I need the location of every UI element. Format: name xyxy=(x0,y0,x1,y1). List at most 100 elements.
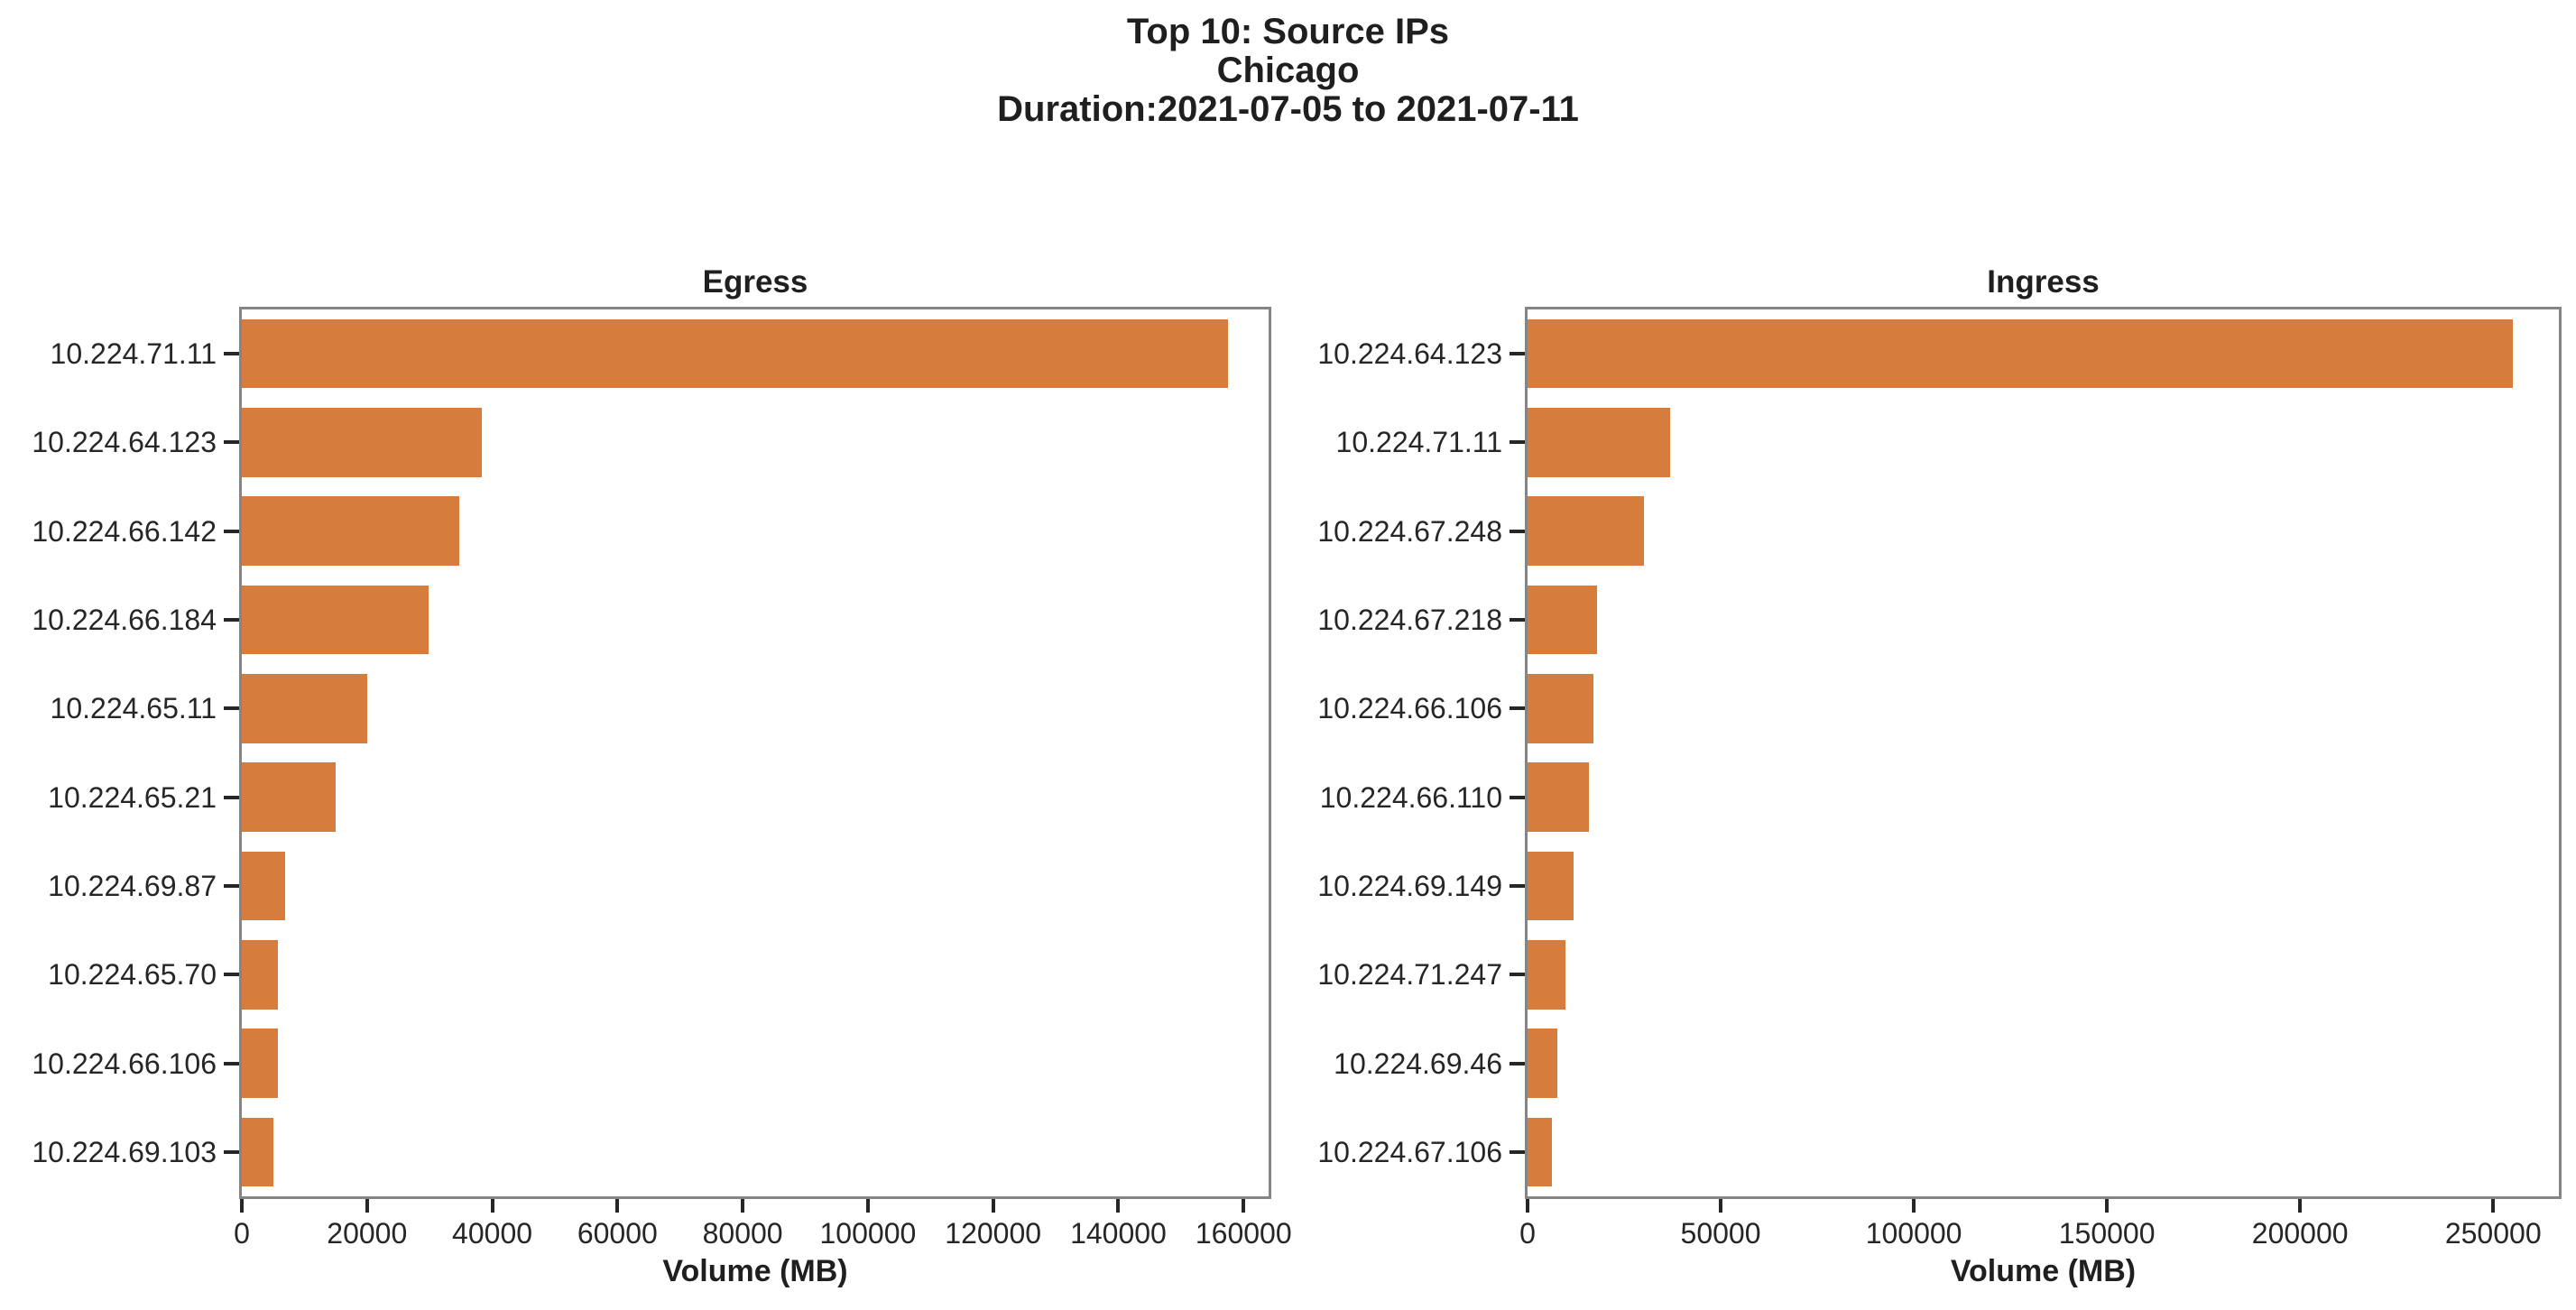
bar xyxy=(1528,318,2513,389)
y-tick-mark xyxy=(224,440,239,445)
x-tick-mark xyxy=(1526,1199,1529,1213)
x-tick-mark xyxy=(240,1199,244,1213)
y-tick-mark xyxy=(1510,883,1525,888)
bar xyxy=(242,939,279,1010)
y-tick-mark xyxy=(1510,795,1525,799)
y-tick-mark xyxy=(224,1061,239,1066)
y-tick-mark xyxy=(224,973,239,977)
x-tick-label: 100000 xyxy=(819,1217,917,1250)
y-tick-label: 10.224.65.11 xyxy=(50,692,217,725)
x-tick-mark xyxy=(1719,1199,1723,1213)
y-tick-label: 10.224.69.149 xyxy=(1317,869,1502,902)
bar xyxy=(242,318,1228,389)
bar xyxy=(1528,408,1671,477)
x-tick-mark xyxy=(1116,1199,1121,1213)
figure-title-line-2: Chicago xyxy=(1216,51,1360,90)
x-axis-label: Volume (MB) xyxy=(1950,1254,2137,1288)
y-tick-mark xyxy=(224,883,239,888)
figure-title: Top 10: Source IPs Chicago Duration:2021… xyxy=(0,13,2576,129)
x-tick-label: 0 xyxy=(234,1217,250,1250)
y-tick-label: 10.224.67.218 xyxy=(1317,604,1502,637)
x-tick-mark xyxy=(490,1199,494,1213)
bar xyxy=(242,851,285,921)
bar xyxy=(242,1117,273,1187)
bar xyxy=(242,674,367,743)
y-tick-label: 10.224.65.70 xyxy=(48,958,217,992)
y-tick-label: 10.224.66.106 xyxy=(32,1047,217,1080)
y-tick-label: 10.224.67.106 xyxy=(1317,1135,1502,1168)
bar xyxy=(242,762,337,832)
x-axis-label: Volume (MB) xyxy=(662,1254,848,1288)
y-tick-mark xyxy=(1510,529,1525,533)
y-tick-label: 10.224.71.247 xyxy=(1317,958,1502,992)
y-tick-label: 10.224.66.142 xyxy=(32,514,217,548)
bar xyxy=(242,585,429,655)
y-tick-mark xyxy=(224,529,239,533)
x-tick-label: 200000 xyxy=(2251,1217,2349,1250)
bar xyxy=(1528,496,1644,567)
x-tick-label: 60000 xyxy=(577,1217,658,1250)
y-tick-label: 10.224.71.11 xyxy=(50,337,217,371)
x-tick-label: 140000 xyxy=(1070,1217,1167,1250)
subplot-title: Egress xyxy=(702,264,808,300)
y-tick-label: 10.224.71.11 xyxy=(1335,426,1502,459)
x-tick-label: 50000 xyxy=(1680,1217,1761,1250)
y-tick-mark xyxy=(224,618,239,623)
y-tick-label: 10.224.64.123 xyxy=(32,426,217,459)
bar xyxy=(242,408,483,477)
y-tick-label: 10.224.66.184 xyxy=(32,604,217,637)
x-tick-label: 80000 xyxy=(702,1217,783,1250)
y-tick-mark xyxy=(224,352,239,356)
x-tick-mark xyxy=(991,1199,995,1213)
x-tick-label: 150000 xyxy=(2058,1217,2156,1250)
bar xyxy=(1528,1117,1553,1187)
x-tick-mark xyxy=(2491,1199,2496,1213)
x-tick-label: 160000 xyxy=(1195,1217,1292,1250)
bar xyxy=(242,496,459,567)
bar xyxy=(1528,762,1589,832)
y-tick-mark xyxy=(1510,1149,1525,1154)
y-tick-label: 10.224.65.21 xyxy=(48,780,217,814)
y-tick-mark xyxy=(1510,706,1525,711)
plot-frame xyxy=(1525,307,2562,1199)
x-tick-label: 20000 xyxy=(327,1217,408,1250)
x-tick-mark xyxy=(1912,1199,1916,1213)
y-tick-label: 10.224.69.87 xyxy=(48,869,217,902)
y-tick-mark xyxy=(224,795,239,799)
y-tick-mark xyxy=(1510,1061,1525,1066)
bar xyxy=(242,1029,278,1098)
bar xyxy=(1528,939,1566,1010)
x-tick-label: 40000 xyxy=(452,1217,533,1250)
x-tick-label: 120000 xyxy=(945,1217,1042,1250)
x-tick-mark xyxy=(365,1199,369,1213)
y-tick-mark xyxy=(1510,440,1525,445)
subplot-title: Ingress xyxy=(1987,264,2100,300)
bar xyxy=(1528,674,1593,743)
y-tick-label: 10.224.69.46 xyxy=(1334,1047,1502,1080)
figure-title-line-1: Top 10: Source IPs xyxy=(1126,12,1450,51)
x-tick-mark xyxy=(2105,1199,2110,1213)
y-tick-mark xyxy=(224,706,239,711)
y-tick-mark xyxy=(1510,973,1525,977)
y-tick-label: 10.224.66.110 xyxy=(1319,780,1502,814)
x-tick-mark xyxy=(741,1199,745,1213)
y-tick-label: 10.224.67.248 xyxy=(1317,514,1502,548)
y-tick-mark xyxy=(1510,352,1525,356)
x-tick-label: 250000 xyxy=(2444,1217,2542,1250)
bar xyxy=(1528,851,1574,921)
y-tick-label: 10.224.69.103 xyxy=(32,1135,217,1168)
y-tick-mark xyxy=(224,1149,239,1154)
x-tick-mark xyxy=(2298,1199,2303,1213)
y-tick-label: 10.224.66.106 xyxy=(1317,692,1502,725)
y-tick-label: 10.224.64.123 xyxy=(1317,337,1502,371)
y-tick-mark xyxy=(1510,618,1525,623)
x-tick-label: 100000 xyxy=(1865,1217,1962,1250)
x-tick-mark xyxy=(615,1199,620,1213)
x-tick-mark xyxy=(865,1199,870,1213)
bar xyxy=(1528,585,1598,655)
bar xyxy=(1528,1029,1558,1098)
x-tick-mark xyxy=(1242,1199,1246,1213)
